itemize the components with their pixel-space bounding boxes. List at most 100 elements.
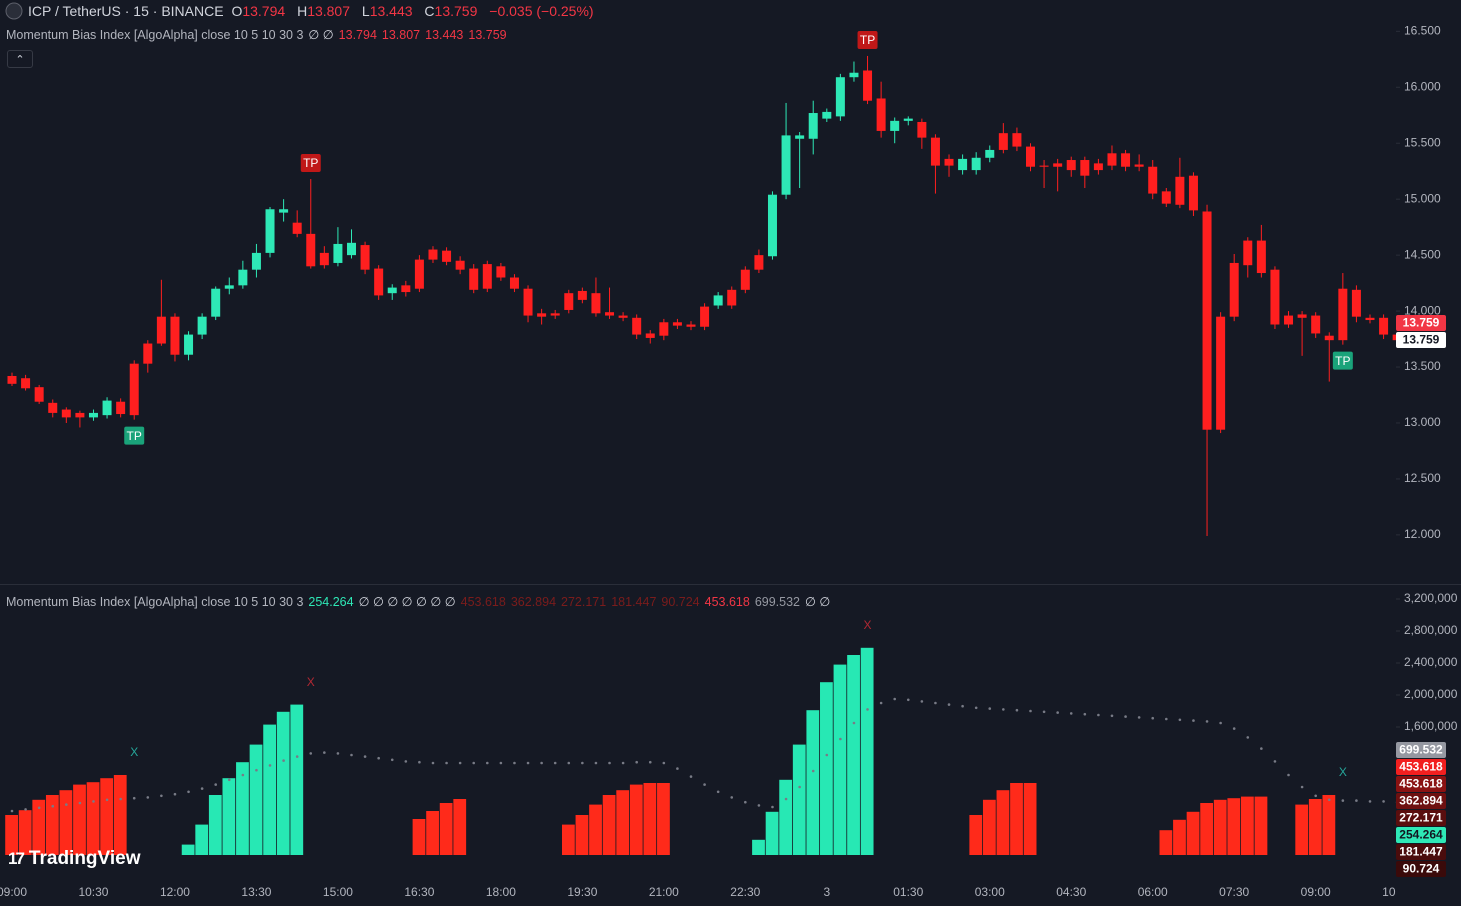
candle-body <box>903 118 913 121</box>
watermark-text: TradingView <box>28 848 141 869</box>
dot <box>241 773 245 777</box>
price-label: 453.618 <box>1399 777 1443 791</box>
histogram-bar <box>236 762 249 855</box>
ohlc-key: L <box>361 3 370 19</box>
dot <box>431 761 435 765</box>
dot <box>526 761 530 765</box>
histogram-bar <box>575 815 589 855</box>
dot <box>377 756 380 760</box>
candle-body <box>48 402 58 413</box>
histogram-bar <box>5 815 18 855</box>
candle-body <box>713 295 723 306</box>
candle-body <box>1365 317 1375 321</box>
candle-body <box>808 113 818 139</box>
dot <box>458 761 462 765</box>
x-tick-label: 12:00 <box>160 885 190 899</box>
tp-marker <box>857 30 878 49</box>
dot <box>513 761 516 765</box>
histogram-bar <box>1227 798 1241 855</box>
candle-body <box>890 120 900 131</box>
histogram-bar <box>412 819 426 855</box>
candle-body <box>1338 288 1348 341</box>
tp-marker <box>1332 351 1353 370</box>
dot <box>839 737 842 741</box>
candle-body <box>1066 160 1076 171</box>
histogram-bar <box>59 790 73 855</box>
ohlc-value: 13.759 <box>434 3 478 19</box>
dot <box>1002 708 1005 711</box>
dot <box>1178 718 1182 722</box>
dot <box>105 798 109 802</box>
candle-body <box>577 290 587 300</box>
dot <box>1232 727 1236 730</box>
histogram-bar <box>820 682 833 855</box>
candle-body <box>1216 316 1226 430</box>
collapse-button[interactable]: ⌃ <box>7 50 33 68</box>
histogram-bar <box>765 811 779 855</box>
x-tick-label: 19:30 <box>567 885 597 899</box>
candle-body <box>605 312 615 316</box>
candle-body <box>537 313 547 317</box>
histogram-bar <box>426 811 439 855</box>
dot <box>621 761 625 765</box>
dot <box>1069 712 1073 715</box>
price-label: 13.759 <box>1403 316 1440 330</box>
ohlc-key: H <box>297 3 308 19</box>
dot <box>1205 720 1209 723</box>
candle-body <box>482 264 492 289</box>
dot <box>445 761 448 765</box>
histogram-bar <box>276 711 290 855</box>
dot <box>309 752 313 755</box>
dot <box>336 752 340 755</box>
dot <box>825 753 829 757</box>
histogram-bar <box>982 799 996 855</box>
histogram-bar <box>1159 830 1173 855</box>
dot <box>1300 785 1304 789</box>
candle-body <box>442 250 452 262</box>
price-label: 254.264 <box>1399 828 1443 842</box>
dot <box>730 796 734 799</box>
candle-body <box>129 363 139 416</box>
histogram-bar <box>1010 783 1023 855</box>
dot <box>214 783 217 786</box>
tp-marker <box>300 154 321 173</box>
dot <box>608 761 611 765</box>
candle-body <box>224 285 234 289</box>
y-tick-label: 14.500 <box>1404 247 1441 261</box>
candle-body <box>1134 164 1144 167</box>
dot <box>934 701 937 705</box>
dot <box>363 755 367 758</box>
dot <box>160 794 163 798</box>
dot <box>472 761 476 765</box>
x-tick-label: 06:00 <box>1138 885 1168 899</box>
candle-body <box>156 316 166 344</box>
symbol-icon <box>5 2 23 20</box>
histogram-bar <box>195 824 209 855</box>
indicator-legend: Momentum Bias Index [AlgoAlpha] close 10… <box>6 594 835 609</box>
candle-body <box>116 401 126 415</box>
dot <box>1368 800 1372 803</box>
dot <box>703 783 706 786</box>
histogram-bar <box>1200 803 1214 855</box>
dot <box>961 704 964 708</box>
legend-value: 362.894 <box>510 595 557 609</box>
tp-marker <box>124 426 145 445</box>
histogram-bar <box>1322 795 1336 855</box>
x-tick-label: 10:30 <box>78 885 108 899</box>
candle-body <box>1284 315 1294 325</box>
histogram-bar <box>806 710 820 855</box>
histogram-bar <box>45 795 59 855</box>
x-tick-label: 15:00 <box>323 885 353 899</box>
candle-body <box>1012 133 1022 147</box>
dot <box>635 760 638 764</box>
dot <box>390 758 394 762</box>
dot <box>920 700 924 703</box>
dot <box>1015 708 1019 712</box>
candle-body <box>1270 269 1280 325</box>
histogram-bar <box>1023 783 1037 855</box>
ohlc-value: 13.807 <box>307 3 351 19</box>
candle-body <box>414 259 424 289</box>
dot <box>676 767 679 770</box>
dot <box>1137 716 1141 719</box>
